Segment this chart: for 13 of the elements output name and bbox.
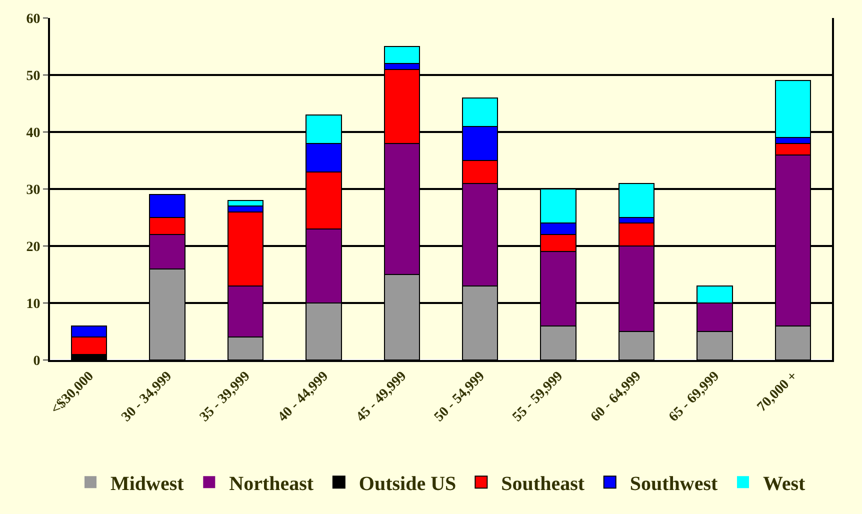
legend-label: West xyxy=(762,472,806,495)
legend-label: Southeast xyxy=(501,472,585,495)
legend-label: Southwest xyxy=(630,472,718,495)
legend-label: Northeast xyxy=(229,472,314,495)
y-tick-label: 30 xyxy=(26,182,40,198)
legend-label: Outside US xyxy=(358,472,456,495)
legend-label: Midwest xyxy=(110,472,184,495)
y-tick-label: 50 xyxy=(26,68,40,84)
y-tick-label: 10 xyxy=(26,296,40,312)
y-tick-label: 60 xyxy=(26,12,40,27)
y-tick-label: 0 xyxy=(33,354,40,369)
y-tick-label: 20 xyxy=(26,240,40,255)
y-tick-label: 40 xyxy=(26,126,40,141)
